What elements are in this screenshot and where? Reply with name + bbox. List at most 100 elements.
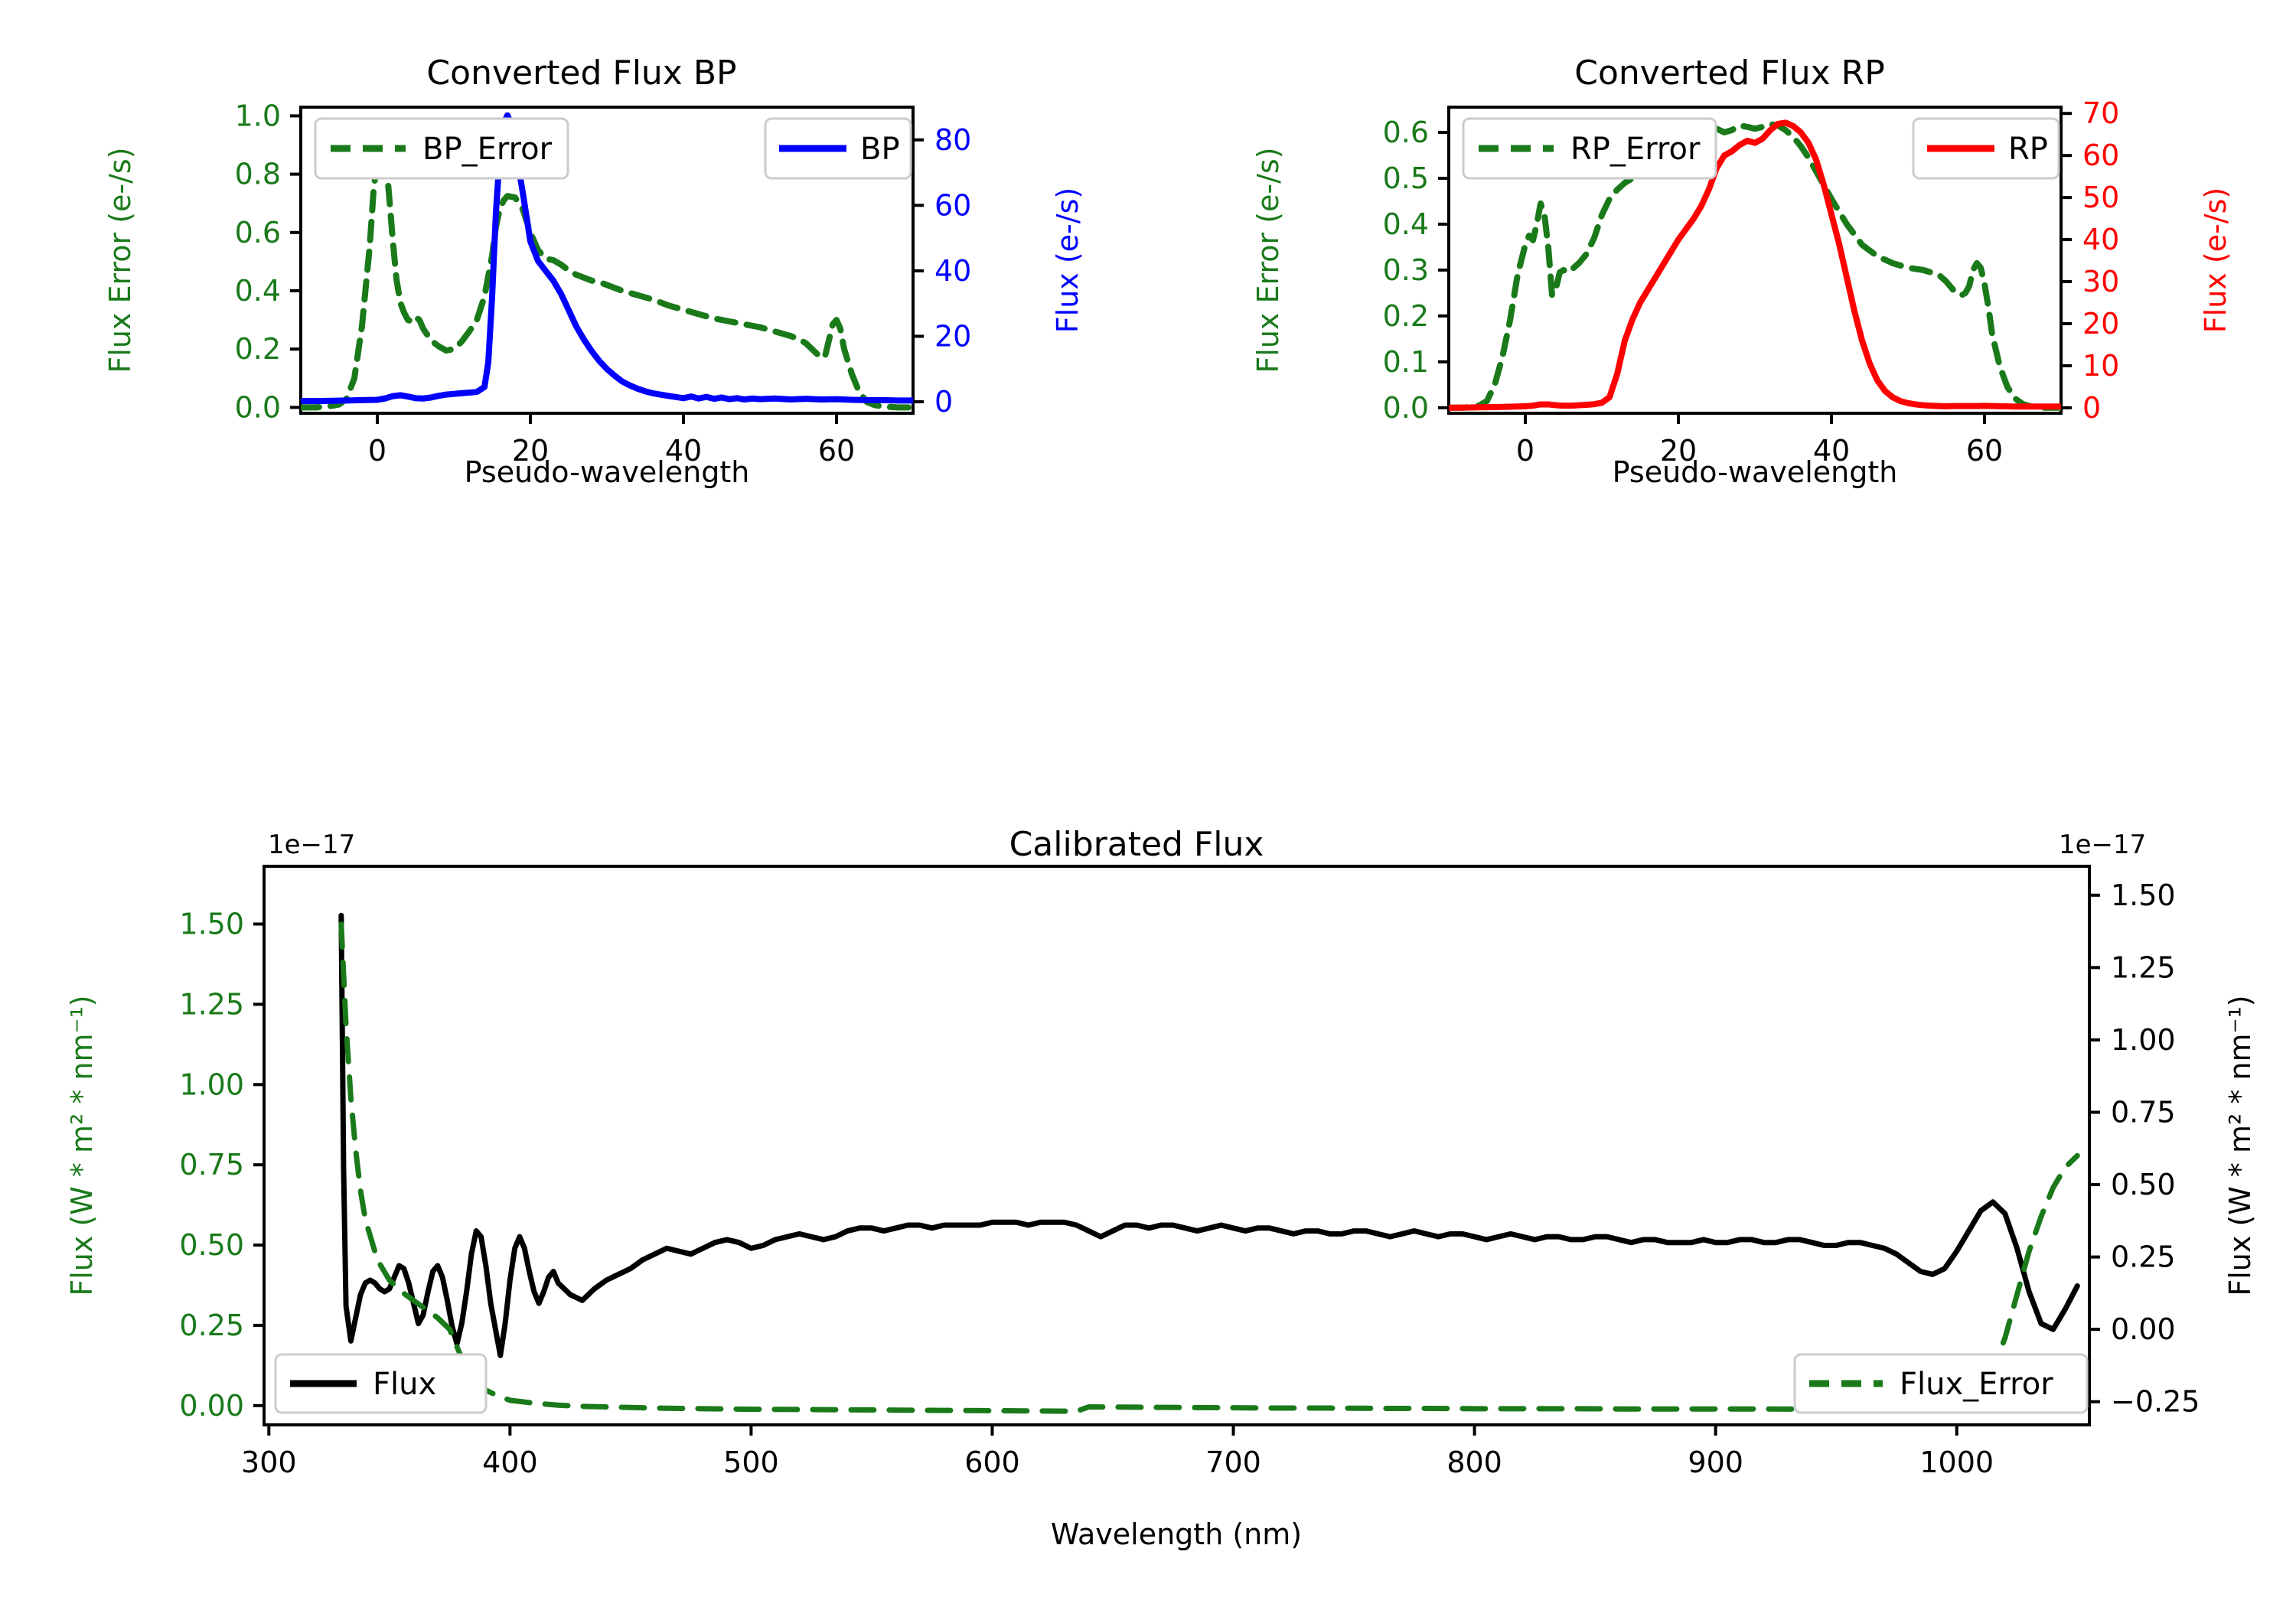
bp-panel-title: Converted Flux BP: [426, 54, 736, 93]
y-tick-label-right: −0.25: [2111, 1385, 2200, 1419]
rp-legend-flux-label: RP: [2008, 132, 2048, 167]
rp-legend-error[interactable]: RP_Error: [1462, 117, 1717, 180]
rp-x-axis: 0 20 40 60: [1516, 413, 2003, 468]
y-tick-label-left: 0.2: [1383, 299, 1429, 333]
y-tick-label-left: 1.00: [179, 1068, 244, 1101]
calib-panel-title: Calibrated Flux: [1009, 825, 1264, 864]
bp-ylabel-right: Flux (e-/s): [1051, 187, 1084, 333]
y-tick-label-left: 0.6: [1383, 116, 1429, 149]
rp-plot-frame: [1447, 106, 2063, 415]
y-tick-label-left: 0.2: [235, 332, 281, 366]
y-tick-label-right: 10: [2082, 349, 2119, 383]
y-tick-label-left: 0.50: [179, 1228, 244, 1262]
calib-legend-error-label: Flux_Error: [1900, 1367, 2053, 1402]
calib-legend-flux-label: Flux: [373, 1367, 436, 1402]
calib-x-axis: 300 400 500 600 700 800 900 1000: [241, 1425, 1994, 1479]
series-bp-error: [301, 135, 913, 411]
y-tick-label-right: 0.25: [2111, 1240, 2176, 1274]
calib-ylabel-right: Flux (W * m² * nm⁻¹): [2223, 995, 2257, 1296]
y-tick-label-left: 0.0: [1383, 391, 1429, 425]
x-tick-label: 300: [241, 1446, 297, 1479]
y-tick-label-left: 0.4: [1383, 207, 1429, 241]
series-rp: [1449, 119, 2061, 411]
y-tick-label-right: 70: [2082, 96, 2119, 130]
series-flux: [338, 912, 2080, 1358]
x-tick-label: 500: [723, 1446, 779, 1479]
y-tick-label-left: 0.6: [235, 216, 281, 249]
calib-legend-flux[interactable]: Flux: [274, 1353, 488, 1414]
rp-legend-flux[interactable]: RP: [1912, 117, 2060, 180]
bp-y-axis-left: 0.0 0.2 0.4 0.6 0.8 1.0: [235, 99, 301, 424]
calib-y-axis-right: −0.25 0.00 0.25 0.50 0.75 1.00 1.25 1.50: [2089, 878, 2200, 1419]
y-tick-label-right: 20: [2082, 307, 2119, 341]
y-tick-label-right: 80: [934, 123, 971, 157]
bp-x-axis: 0 20 40 60: [368, 413, 855, 468]
x-tick-label: 60: [818, 434, 855, 468]
rp-y-axis-left: 0.0 0.1 0.2 0.3 0.4 0.5 0.6: [1383, 116, 1449, 425]
bp-curves-group: [301, 112, 913, 411]
bp-xlabel: Pseudo-wavelength: [465, 455, 750, 489]
series-flux-error: [338, 921, 2080, 1414]
x-tick-label: 20: [512, 434, 549, 468]
rp-ylabel-right: Flux (e-/s): [2199, 187, 2232, 333]
bp-y-axis-right: 0 20 40 60 80: [913, 123, 971, 419]
y-tick-label-right: 1.50: [2111, 878, 2176, 912]
calib-plot-frame: [263, 865, 2091, 1426]
calib-xlabel: Wavelength (nm): [1051, 1517, 1302, 1551]
y-tick-label-right: 0: [2082, 391, 2101, 425]
panel-calibrated-flux: Calibrated Flux 1e−17 1e−17 0.00 0.25 0.50…: [0, 825, 2296, 1607]
y-tick-label-right: 1.00: [2111, 1023, 2176, 1057]
bp-ylabel-left: Flux Error (e-/s): [103, 147, 137, 373]
y-tick-label-right: 20: [934, 319, 971, 353]
rp-xlabel: Pseudo-wavelength: [1613, 455, 1898, 489]
bp-legend-error[interactable]: BP_Error: [314, 117, 569, 180]
x-tick-label: 400: [482, 1446, 538, 1479]
calib-legend-error[interactable]: Flux_Error: [1793, 1353, 2089, 1414]
y-tick-label-right: 60: [2082, 139, 2119, 172]
bp-plot-frame: [299, 106, 915, 415]
x-tick-label: 900: [1688, 1446, 1743, 1479]
calib-curves-group: [338, 912, 2080, 1414]
rp-chart-svg: Converted Flux RP 0.00.10.20.30.40.50.6 …: [1251, 54, 2232, 489]
x-tick-label: 600: [964, 1446, 1020, 1479]
y-tick-label-left: 0.75: [179, 1148, 244, 1182]
y-tick-label-right: 0.75: [2111, 1096, 2176, 1129]
rp-ylabel-left: Flux Error (e-/s): [1251, 147, 1285, 373]
y-tick-label-right: 40: [2082, 223, 2119, 256]
y-tick-label-right: 0.50: [2111, 1168, 2176, 1201]
calib-exponent-right: 1e−17: [2059, 830, 2146, 860]
series-bp: [301, 112, 913, 405]
y-tick-label-right: 0: [934, 385, 953, 419]
x-tick-label: 700: [1205, 1446, 1261, 1479]
calib-chart-svg: Calibrated Flux 1e−17 1e−17 0.00 0.25 0.50…: [65, 825, 2257, 1551]
calib-ylabel-left: Flux (W * m² * nm⁻¹): [65, 995, 99, 1296]
rp-curves-group: [1449, 119, 2061, 411]
y-tick-label-left: 0.1: [1383, 345, 1429, 379]
x-tick-label: 0: [368, 434, 386, 468]
y-tick-label-left: 0.00: [179, 1389, 244, 1423]
y-tick-label-left: 1.50: [179, 908, 244, 941]
panel-converted-flux-rp: Converted Flux RP 0.0 0.1 0.2 0.3 0.4 0.5 0.6 …: [1148, 46, 2296, 489]
x-tick-label: 40: [1813, 434, 1850, 468]
y-tick-label-left: 0.25: [179, 1309, 244, 1342]
bp-legend-flux[interactable]: BP: [764, 117, 912, 180]
y-tick-label-right: 0.00: [2111, 1312, 2176, 1346]
calib-exponent-left: 1e−17: [268, 830, 355, 860]
bp-legend-error-box: [314, 117, 569, 180]
y-tick-label-right: 60: [934, 188, 971, 222]
calib-y-axis-left: 0.00 0.25 0.50 0.75 1.00 1.25 1.50: [179, 908, 264, 1423]
x-tick-label: 60: [1966, 434, 2003, 468]
rp-panel-title: Converted Flux RP: [1574, 54, 1885, 93]
y-tick-label-left: 0.3: [1383, 253, 1429, 287]
y-tick-label-right: 1.25: [2111, 950, 2176, 984]
y-tick-label-left: 1.25: [179, 987, 244, 1021]
x-tick-label: 1000: [1919, 1446, 1994, 1479]
y-tick-label-left: 0.5: [1383, 161, 1429, 195]
x-tick-label: 0: [1516, 434, 1534, 468]
bp-chart-svg: Converted Flux BP 0.0 0.2 0.4 0.6 0.8 1.0 0 20…: [103, 54, 1084, 489]
y-tick-label-left: 0.4: [235, 274, 281, 308]
rp-legend-error-box: [1462, 117, 1717, 180]
y-tick-label-left: 0.0: [235, 390, 281, 424]
bp-legend-flux-label: BP: [860, 132, 900, 167]
